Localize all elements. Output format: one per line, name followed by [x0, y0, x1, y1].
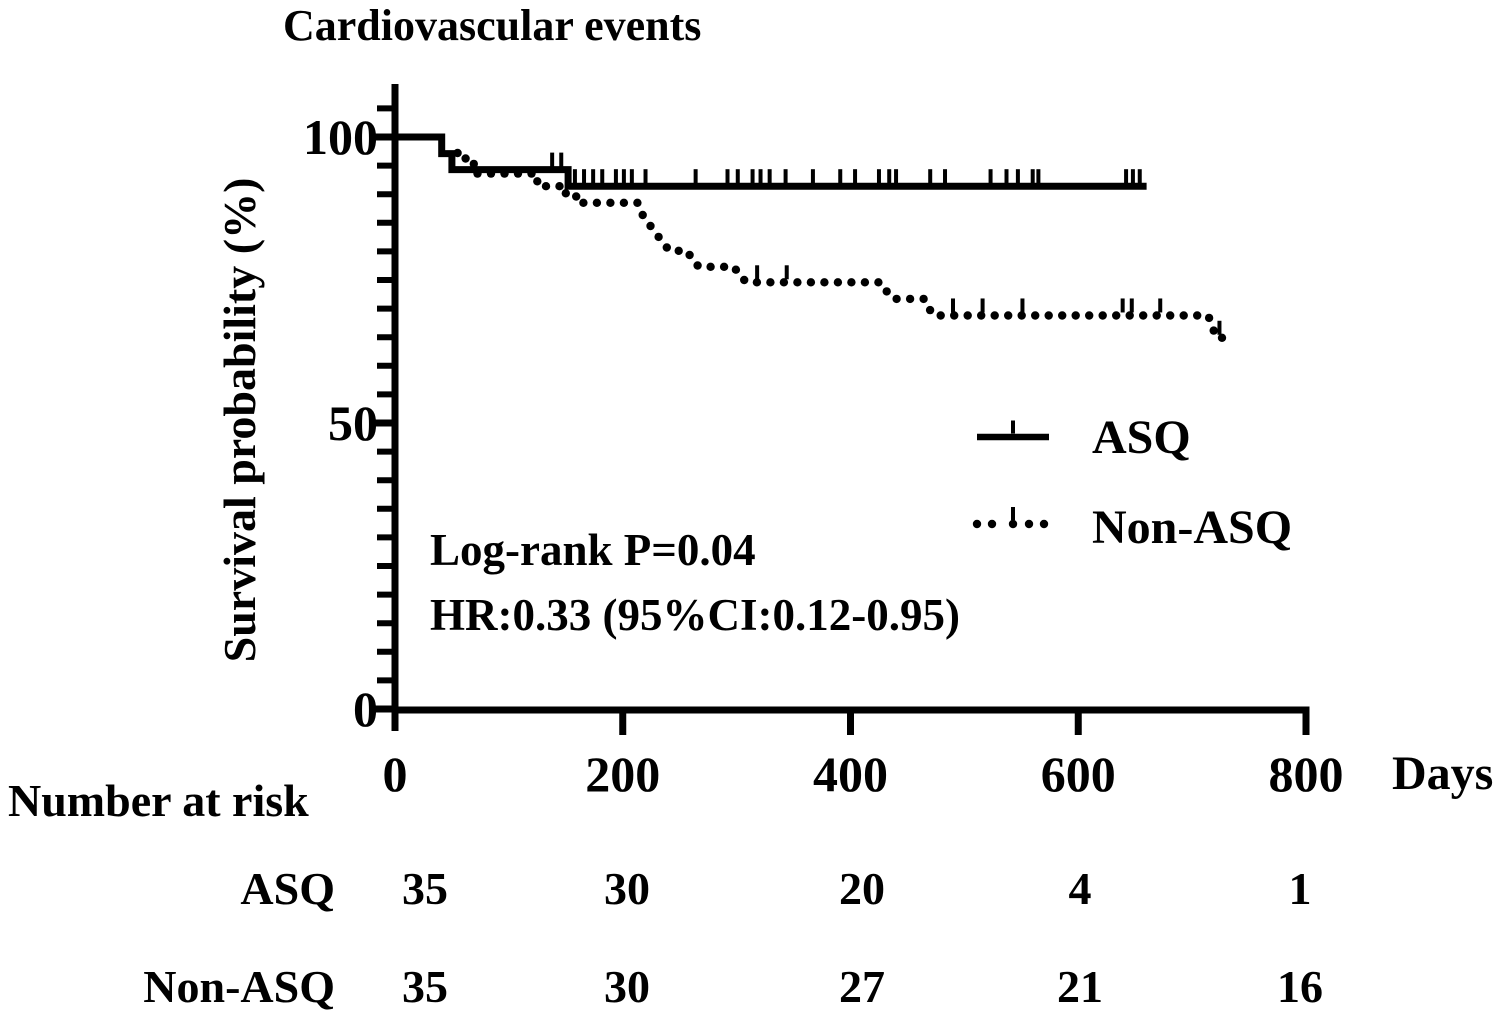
non-asq-curve-dot	[833, 278, 843, 287]
risk-row-label-asq: ASQ	[240, 863, 335, 914]
x-axis-label: Days	[1392, 747, 1494, 800]
x-tick-label: 800	[1268, 746, 1344, 802]
non-asq-curve-dot	[977, 311, 986, 320]
non-asq-curve-dot	[719, 262, 729, 271]
non-asq-curve-dot	[561, 189, 570, 198]
non-asq-curve-dot	[453, 148, 462, 158]
non-asq-curve-dot	[1112, 311, 1121, 320]
non-asq-curve-dot	[1058, 311, 1067, 320]
non-asq-curve-dot	[847, 278, 856, 287]
non-asq-curve-dot	[606, 198, 615, 207]
x-tick-label: 600	[1040, 746, 1116, 802]
risk-value-asq-day800: 1	[1288, 863, 1312, 914]
non-asq-curve-dot	[874, 278, 883, 287]
risk-table-heading: Number at risk	[8, 775, 309, 826]
non-asq-curve-dot	[461, 154, 470, 163]
non-asq-curve-dot	[779, 278, 789, 287]
non-asq-curve-dot	[752, 278, 762, 287]
non-asq-curve-dot	[1217, 333, 1227, 342]
non-asq-curve-dot	[1125, 311, 1134, 320]
legend-non-asq-dot-sample	[1008, 519, 1018, 529]
non-asq-curve-dot	[1085, 311, 1094, 320]
non-asq-curve-dot	[633, 198, 642, 207]
non-asq-curve-dot	[1044, 311, 1053, 320]
stats-annotation: Log-rank P=0.04 HR:0.33 (95%CI:0.12-0.95…	[430, 518, 960, 648]
non-asq-curve-dot	[1209, 326, 1218, 335]
risk-value-asq-day600: 4	[1068, 863, 1092, 914]
hazard-ratio: HR:0.33 (95%CI:0.12-0.95)	[430, 590, 960, 640]
non-asq-curve-dot	[1139, 311, 1148, 320]
non-asq-curve-dot	[1071, 311, 1080, 320]
non-asq-curve-dot	[731, 265, 741, 274]
non-asq-curve-dot	[555, 182, 564, 191]
risk-value-asq-day200: 30	[604, 863, 650, 914]
legend-non-asq-dot-sample	[987, 519, 997, 529]
non-asq-curve-dot	[936, 311, 945, 320]
non-asq-curve-dot	[1098, 311, 1107, 320]
y-tick-label: 100	[303, 109, 378, 165]
non-asq-curve-dot	[793, 278, 802, 287]
risk-value-non-asq-day600: 21	[1057, 961, 1103, 1012]
non-asq-curve-dot	[925, 305, 935, 315]
non-asq-curve-dot	[592, 198, 602, 207]
non-asq-curve-dot	[806, 278, 816, 287]
non-asq-curve-dot	[619, 198, 629, 207]
non-asq-curve-dot	[1031, 311, 1040, 320]
non-asq-curve-dot	[1204, 313, 1214, 323]
non-asq-curve-dot	[1152, 311, 1161, 320]
risk-value-non-asq-day200: 30	[604, 961, 650, 1012]
non-asq-curve-dot	[963, 311, 972, 320]
y-tick-label: 50	[328, 395, 378, 451]
non-asq-curve-dot	[662, 243, 671, 252]
non-asq-curve-dot	[533, 177, 542, 186]
non-asq-curve-dot	[674, 246, 683, 255]
non-asq-curve-dot	[1193, 311, 1202, 320]
non-asq-curve-dot	[1017, 311, 1026, 320]
non-asq-curve-dot	[740, 275, 749, 285]
risk-value-asq-day0: 35	[402, 863, 448, 914]
non-asq-curve-dot	[892, 294, 901, 304]
x-tick-label: 200	[585, 746, 661, 802]
asq-curve	[395, 133, 1147, 190]
non-asq-curve-dot	[1004, 311, 1013, 320]
non-asq-curve-dot	[820, 278, 829, 287]
non-asq-curve-dot	[1179, 311, 1188, 320]
risk-value-non-asq-day800: 16	[1277, 961, 1323, 1012]
non-asq-curve-dot	[469, 159, 478, 169]
non-asq-curve-dot	[579, 198, 588, 207]
non-asq-curve-dot	[646, 221, 655, 231]
non-asq-curve-dot	[706, 262, 715, 271]
non-asq-curve-dot	[541, 182, 551, 191]
non-asq-curve-dot	[654, 232, 663, 242]
legend-non-asq-dot-sample	[1039, 519, 1049, 529]
risk-value-non-asq-day0: 35	[402, 961, 448, 1012]
legend-label-non-asq: Non-ASQ	[1092, 501, 1293, 554]
non-asq-curve-dot	[882, 287, 891, 296]
non-asq-curve-dot	[950, 311, 959, 320]
chart-title: Cardiovascular events	[283, 1, 702, 50]
non-asq-curve-dot	[990, 311, 999, 320]
legend-non-asq-dot-sample	[1024, 519, 1034, 529]
risk-row-label-non-asq: Non-ASQ	[143, 961, 335, 1012]
non-asq-curve-dot	[572, 192, 581, 201]
risk-value-non-asq-day400: 27	[839, 961, 885, 1012]
y-tick-label: 0	[353, 681, 378, 737]
risk-value-asq-day400: 20	[839, 863, 885, 914]
non-asq-curve-dot	[860, 278, 870, 287]
non-asq-curve-dot	[905, 294, 915, 304]
x-tick-label: 400	[813, 746, 888, 802]
legend-non-asq-dot-sample	[972, 519, 982, 529]
non-asq-curve-dot	[693, 261, 702, 270]
legend-label-asq: ASQ	[1092, 411, 1191, 464]
non-asq-curve-dot	[1166, 311, 1175, 320]
non-asq-curve-dot	[766, 278, 775, 287]
non-asq-curve-dot	[919, 294, 928, 304]
x-tick-label: 0	[382, 746, 408, 802]
non-asq-curve-dot	[638, 210, 647, 220]
logrank-p-value: Log-rank P=0.04	[430, 525, 756, 575]
non-asq-curve-dot	[685, 250, 694, 260]
